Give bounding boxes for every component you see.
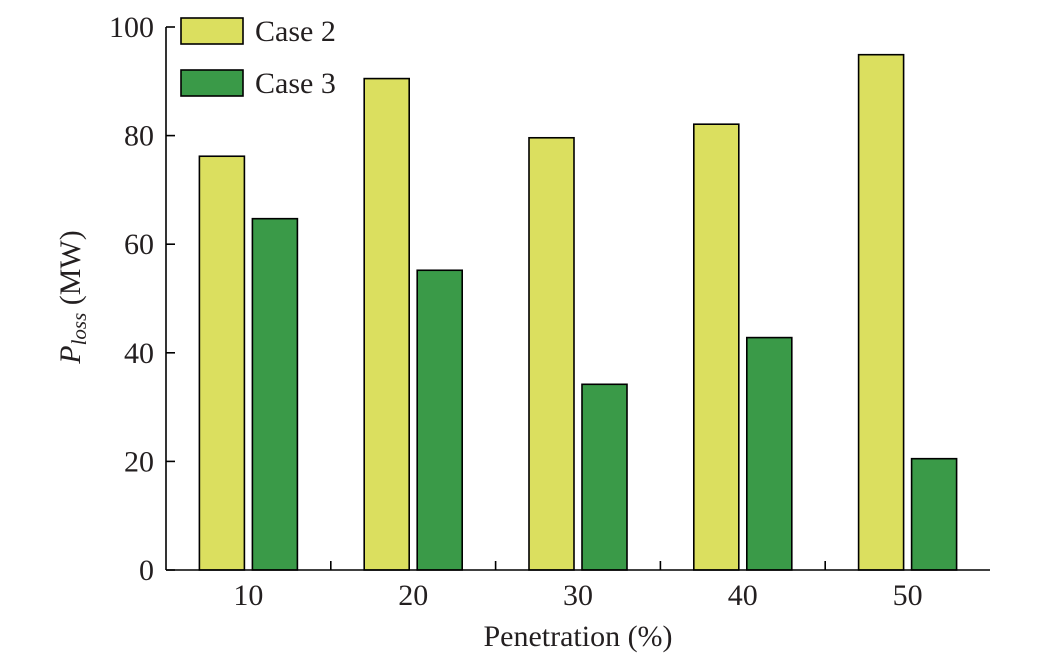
y-axis-title-symbol: P (54, 345, 87, 364)
x-tick-label-40: 40 (728, 579, 758, 612)
legend: Case 2 Case 3 (180, 15, 336, 100)
x-ticks-group: 10 20 30 40 50 (233, 561, 923, 612)
x-axis-title: Penetration (%) (483, 620, 672, 653)
legend-label-case-3: Case 3 (255, 67, 336, 100)
bars-group (198, 53, 958, 571)
y-ticks-group: 0 20 40 60 80 100 (109, 11, 175, 587)
bar-case-3-20 (416, 269, 464, 571)
y-axis-title-unit: (MW) (54, 230, 87, 312)
legend-swatch-case-2 (180, 17, 244, 45)
bar-case-3-40 (745, 336, 793, 571)
y-tick-label-60: 60 (124, 228, 154, 261)
x-tick-label-30: 30 (563, 579, 593, 612)
bar-case-3-10 (251, 217, 299, 571)
legend-swatch-case-3 (180, 69, 244, 97)
bar-case-2-10 (198, 155, 246, 571)
y-tick-label-40: 40 (124, 337, 154, 370)
y-tick-label-0: 0 (139, 554, 154, 587)
y-axis-title: Ploss (MW) (54, 230, 91, 365)
x-tick-label-50: 50 (893, 579, 923, 612)
y-tick-label-20: 20 (124, 445, 154, 478)
y-tick-label-100: 100 (109, 11, 154, 44)
y-axis-title-subscript: loss (67, 313, 91, 346)
bar-case-3-30 (581, 383, 628, 571)
bar-case-2-50 (857, 53, 905, 571)
y-tick-label-80: 80 (124, 120, 154, 153)
axes-group (165, 27, 990, 571)
x-tick-label-20: 20 (398, 579, 428, 612)
bar-case-2-30 (528, 136, 575, 571)
legend-label-case-2: Case 2 (255, 15, 336, 48)
x-tick-label-10: 10 (233, 579, 263, 612)
bar-case-3-50 (910, 457, 958, 571)
bar-case-2-20 (363, 77, 411, 571)
bar-case-2-40 (692, 123, 740, 571)
